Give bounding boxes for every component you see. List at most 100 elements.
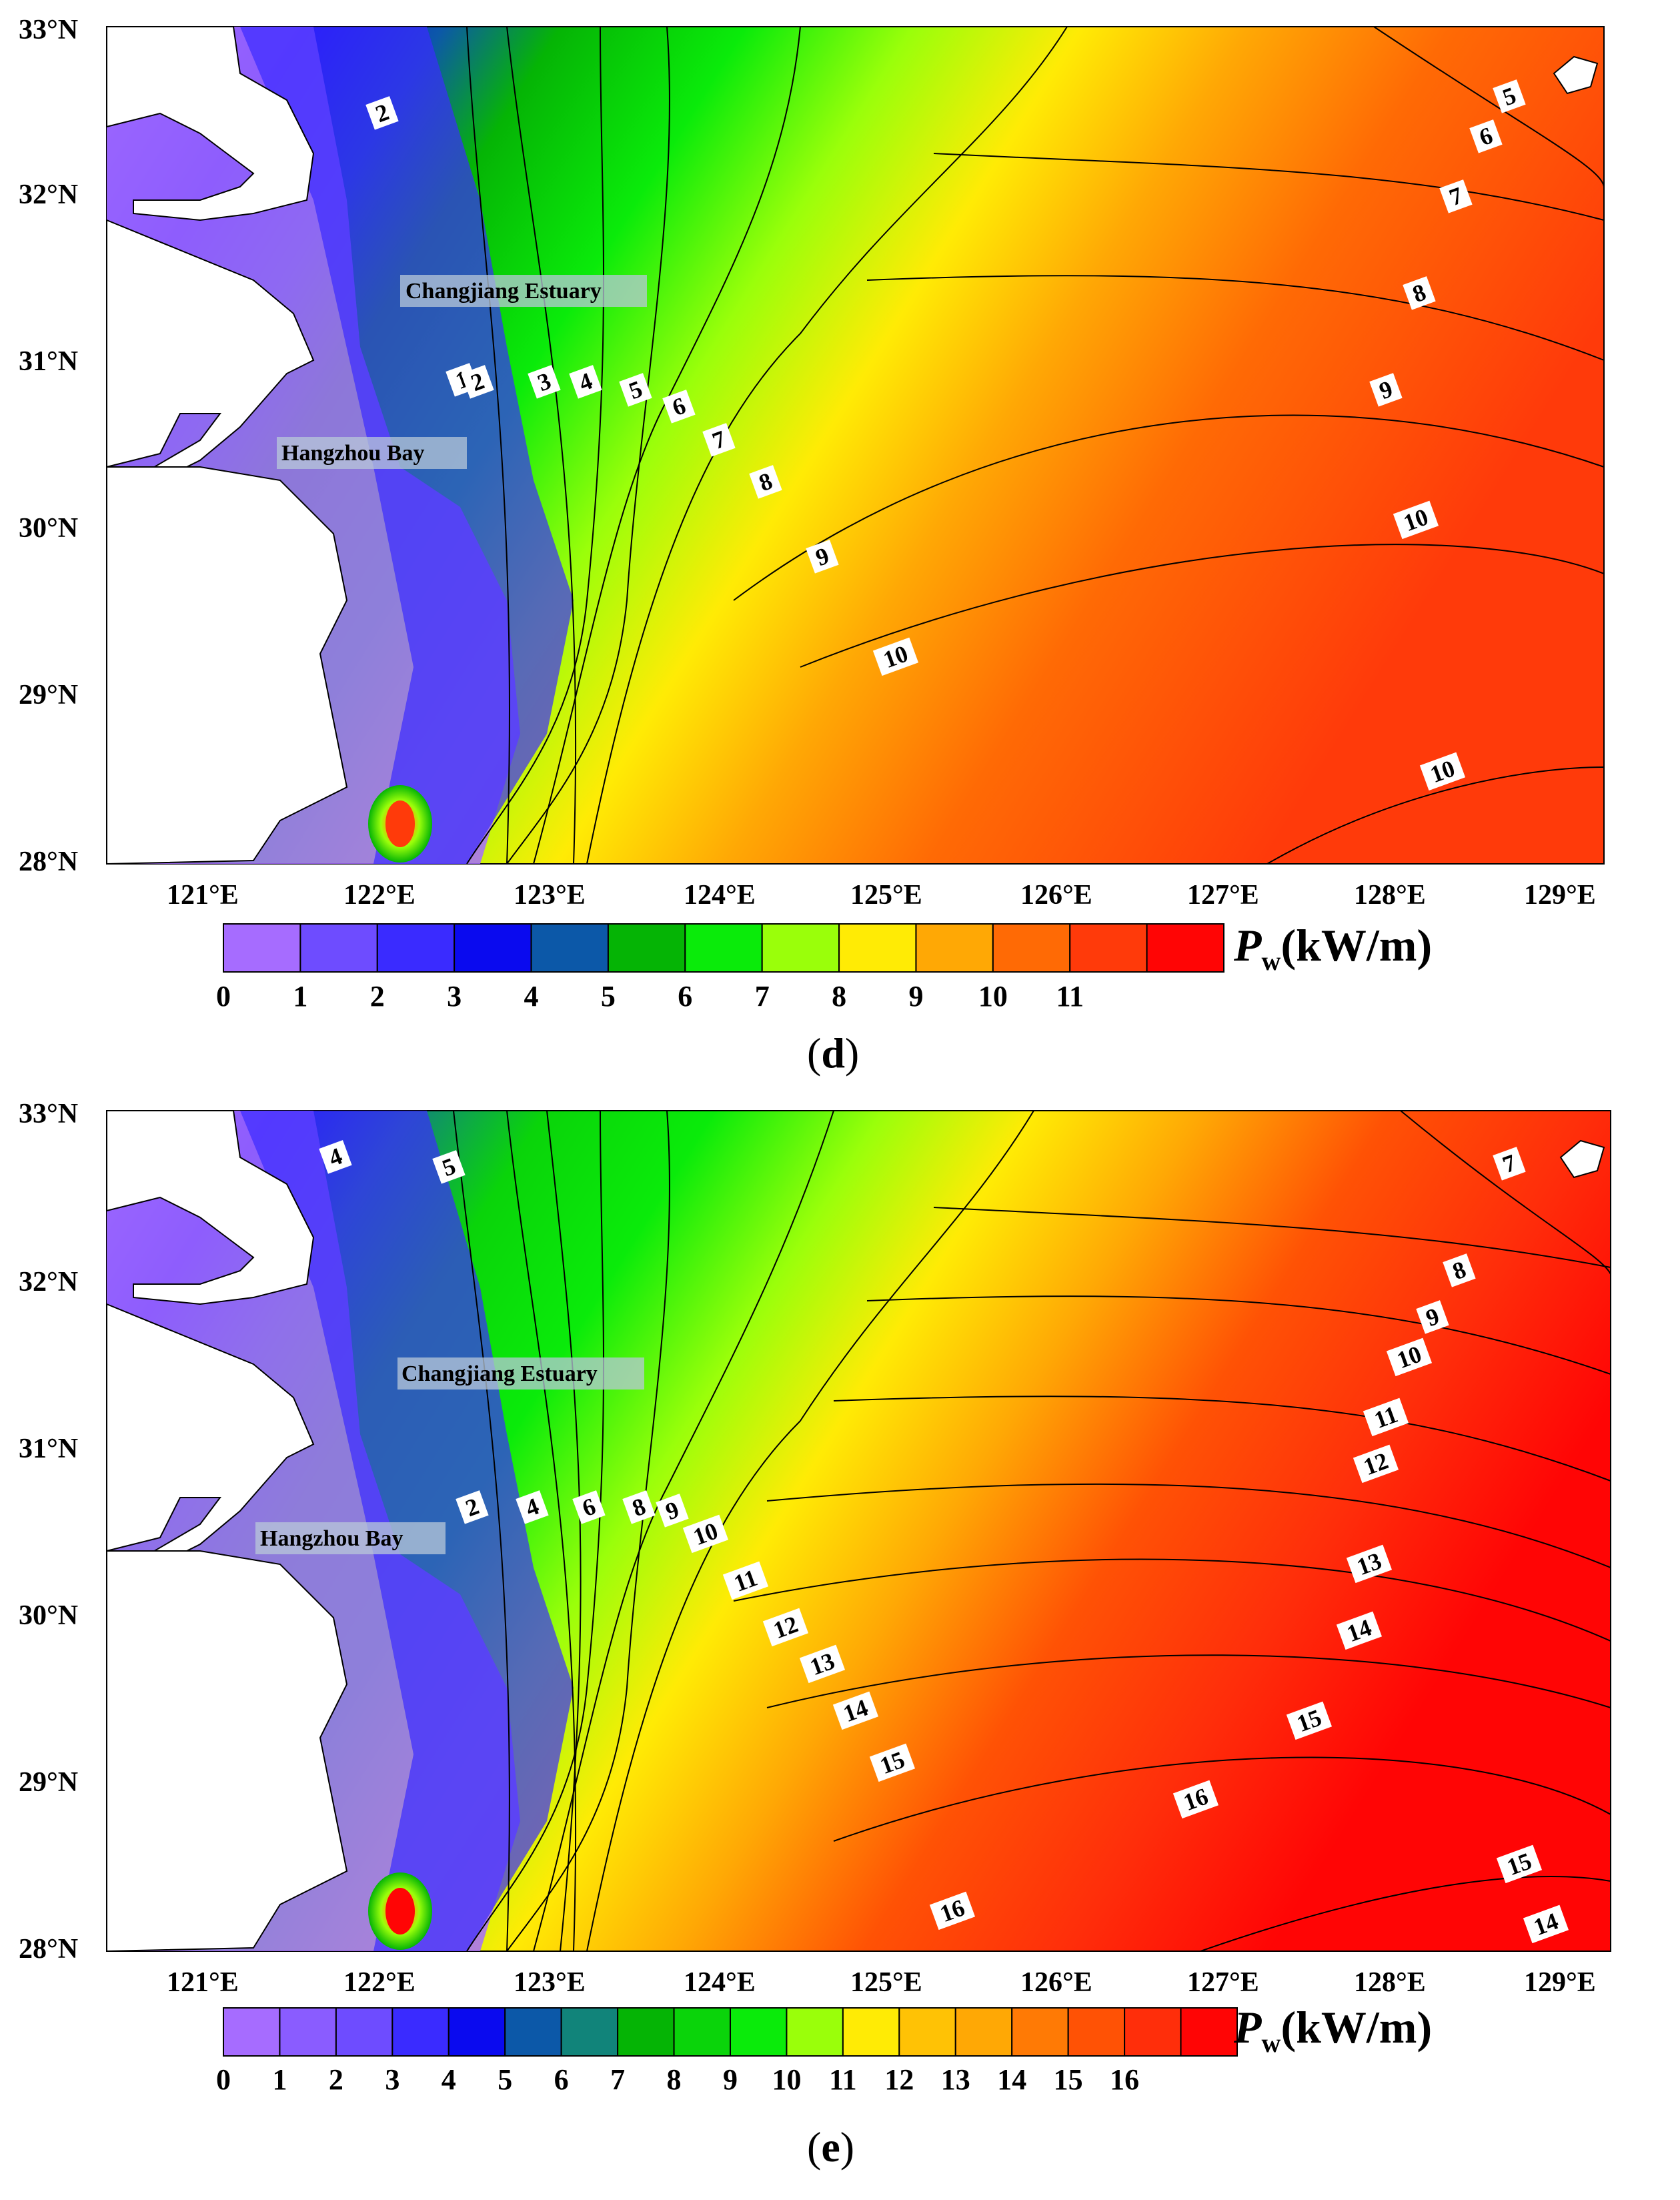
contour-lines (453, 1110, 1611, 1952)
contour-label-bg (528, 365, 561, 399)
contour-label-bg (1493, 1147, 1526, 1181)
contour-label-bg (1363, 1398, 1409, 1437)
legend-swatch (530, 923, 609, 973)
contour-label-bg (1369, 373, 1403, 407)
contour-label-bg (799, 1644, 846, 1684)
legend-tick-label: 1 (272, 2063, 287, 2096)
land-mainland (106, 466, 348, 865)
legend-unit: Pw(kW/m) (1233, 2002, 1432, 2058)
contour-label-bg (722, 1561, 769, 1600)
legend: 0 1 2 3 4 5 6 7 8 9 10 11 (216, 923, 1224, 1013)
panel-caption: (d) (807, 1029, 859, 1077)
contour-label-bg (1393, 500, 1439, 540)
panel-e: 33°N 32°N 31°N 30°N 29°N 28°N 121°E 122°… (19, 1099, 1611, 2171)
legend-swatch (223, 923, 301, 973)
contour-label-bg (702, 423, 736, 457)
island (1559, 1139, 1605, 1179)
legend-swatch (1069, 923, 1148, 973)
legend-tick-label: 9 (723, 2063, 738, 2096)
legend-swatch (391, 2007, 450, 2057)
region-label: Changjiang Estuary (405, 279, 602, 304)
contour-label-bg (656, 1494, 689, 1528)
x-axis-label: 127°E (1187, 1967, 1259, 1998)
legend-swatch (992, 923, 1071, 973)
legend-tick-label: 12 (884, 2063, 914, 2096)
legend-tick-label: 3 (447, 980, 462, 1013)
land-mainland (106, 1550, 348, 1953)
region-label: Hangzhou Bay (281, 441, 424, 466)
legend-tick-label: 6 (554, 2063, 569, 2096)
legend-swatch (1180, 2007, 1238, 2057)
x-axis-label: 122°E (343, 1967, 415, 1998)
legend-swatch (1011, 2007, 1069, 2057)
legend-swatch (915, 923, 994, 973)
legend-tick-label: 7 (610, 2063, 625, 2096)
legend-swatch (1124, 2007, 1182, 2057)
legend-tick-label: 13 (941, 2063, 970, 2096)
contour-label-bg (1346, 1544, 1393, 1584)
contour-label-bg (1523, 1904, 1569, 1944)
legend-swatch (954, 2007, 1013, 2057)
y-axis-label: 33°N (19, 15, 78, 45)
legend-tick-label: 4 (442, 2063, 456, 2096)
contour-label-bg (456, 1490, 489, 1524)
y-axis-label: 29°N (19, 1767, 78, 1798)
contour-label-bg (1403, 276, 1436, 310)
contour-label-bg (516, 1490, 549, 1524)
legend-tick-label: 9 (908, 980, 923, 1013)
x-axis-label: 124°E (684, 880, 756, 911)
legend-tick-label: 14 (997, 2063, 1026, 2096)
y-axis-label: 32°N (19, 179, 78, 210)
panel-caption: (e) (807, 2123, 854, 2171)
contour-label-bg (461, 365, 494, 399)
x-axis-label: 128°E (1354, 880, 1426, 911)
legend-tick-label: 5 (498, 2063, 512, 2096)
contour-label-bg (762, 1608, 809, 1647)
legend: 0 1 2 3 4 5 6 7 8 9 10 11 12 13 14 15 16 (216, 2007, 1238, 2096)
contour-label-bg (1353, 1444, 1399, 1484)
contour-label-bg (319, 1140, 352, 1174)
y-axis-label: 30°N (19, 1600, 78, 1631)
x-axis-label: 124°E (684, 1967, 756, 1998)
legend-tick-label: 4 (524, 980, 539, 1013)
contour-label-bg (1286, 1701, 1333, 1740)
contour-label-bg (929, 1891, 976, 1931)
contour-label-bg (1439, 179, 1473, 213)
legend-tick-label: 11 (1056, 980, 1084, 1013)
hotspot-core (385, 1888, 415, 1935)
x-axis-label: 129°E (1524, 880, 1596, 911)
contour-label-bg (1416, 1300, 1449, 1334)
x-axis-label: 127°E (1187, 880, 1259, 911)
contour-label-bg (1443, 1253, 1476, 1287)
legend-tick-label: 2 (370, 980, 385, 1013)
contour-label-bg (872, 637, 919, 676)
legend-swatch (607, 923, 686, 973)
legend-swatch (786, 2007, 844, 2057)
region-label: Changjiang Estuary (401, 1361, 598, 1386)
panel-d: 33°N 32°N 31°N 30°N 29°N 28°N 121°E 122°… (19, 15, 1605, 1077)
x-axis-label: 125°E (850, 1967, 922, 1998)
legend-swatch (279, 2007, 337, 2057)
x-axis-label: 129°E (1524, 1967, 1596, 1998)
contour-label-bg (869, 1743, 916, 1782)
legend-tick-label: 6 (678, 980, 692, 1013)
contour-label-bg (1172, 1780, 1219, 1819)
x-axis-label: 121°E (167, 880, 239, 911)
legend-swatch (842, 2007, 900, 2057)
legend-tick-label: 11 (829, 2063, 857, 2096)
y-axis-label: 31°N (19, 346, 78, 377)
contour-label-bg (365, 96, 399, 130)
legend-swatch (684, 923, 763, 973)
contour-label-bg (572, 1490, 606, 1524)
contour-label-bg (1419, 752, 1466, 791)
legend-tick-label: 0 (216, 2063, 231, 2096)
legend-unit: Pw(kW/m) (1233, 920, 1432, 976)
contour-label-bg (1469, 119, 1503, 153)
x-axis-label: 123°E (514, 1967, 586, 1998)
x-axis-label: 126°E (1020, 1967, 1092, 1998)
y-axis-label: 31°N (19, 1434, 78, 1464)
legend-tick-label: 5 (601, 980, 616, 1013)
legend-swatch (299, 923, 378, 973)
x-axis-label: 128°E (1354, 1967, 1426, 1998)
